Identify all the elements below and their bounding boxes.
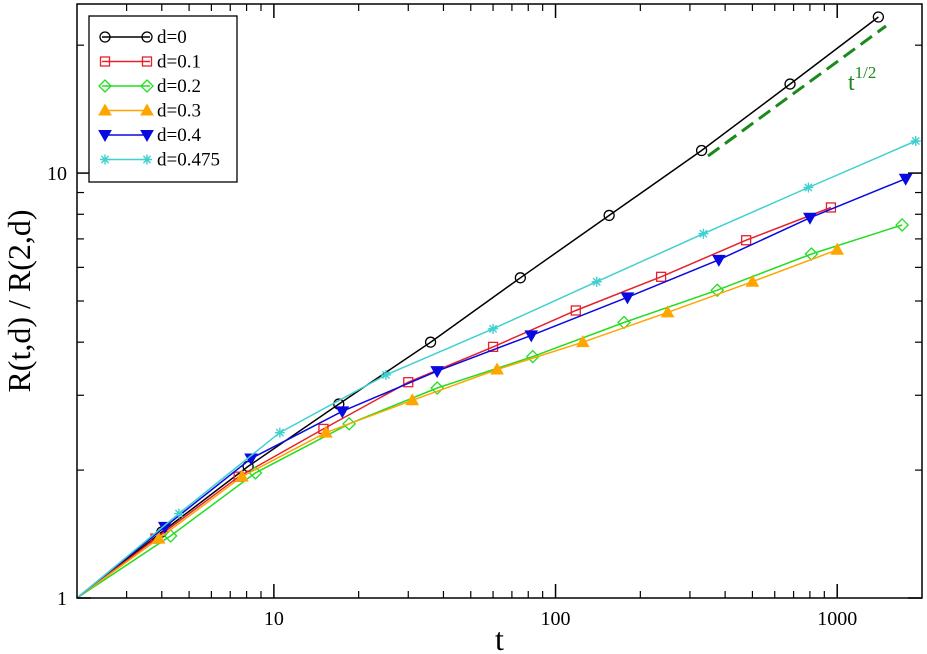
data-point <box>710 283 725 298</box>
data-point <box>603 209 615 222</box>
data-point <box>740 235 752 246</box>
slope-annotation: t1/2 <box>707 24 887 158</box>
legend-label: d=0.1 <box>157 52 201 73</box>
series-line <box>76 206 832 599</box>
data-point <box>591 276 602 287</box>
data-point <box>910 135 921 146</box>
data-point <box>620 292 635 305</box>
data-point <box>173 508 184 519</box>
y-axis-label: R(t,d) / R(2,d) <box>1 209 37 392</box>
axis-tick-labels: 10 100 1000 1 10 <box>47 163 857 630</box>
legend-label: d=0.4 <box>157 125 201 146</box>
data-point <box>487 341 499 353</box>
x-tick-label: 10 <box>264 608 284 630</box>
data-point <box>274 427 285 438</box>
data-point <box>872 11 885 23</box>
legend-marker <box>140 130 154 143</box>
data-point <box>424 336 437 348</box>
legend-marker <box>141 31 153 43</box>
legend-entry: d=0.2 <box>98 76 201 97</box>
legend-marker <box>100 154 110 165</box>
plot-area <box>76 11 921 599</box>
data-point <box>488 323 499 334</box>
data-point <box>235 469 249 482</box>
series-d=0.4 <box>76 173 913 599</box>
legend-label: d=0 <box>157 27 187 48</box>
data-point <box>430 381 445 395</box>
x-tick-label: 1000 <box>817 608 857 630</box>
legend-label: d=0.3 <box>157 101 201 122</box>
legend-marker <box>142 154 152 165</box>
data-point <box>244 453 258 466</box>
data-point <box>784 78 796 90</box>
data-point <box>525 349 540 364</box>
data-point <box>803 182 814 193</box>
x-axis-label: t <box>495 621 504 654</box>
legend-entry: d=0.3 <box>98 101 201 122</box>
y-tick-label: 10 <box>47 163 67 185</box>
data-point <box>524 330 539 343</box>
data-point <box>655 271 667 282</box>
legend-entry: d=0 <box>99 27 187 48</box>
legend-entry: d=0.1 <box>99 52 201 73</box>
series-line <box>76 178 906 599</box>
x-tick-label: 100 <box>541 608 571 630</box>
legend-marker <box>99 56 111 67</box>
legend-marker <box>140 103 154 116</box>
series-line <box>76 249 838 599</box>
legend-marker <box>140 79 154 93</box>
legend: d=0 d=0.1 d=0.2 d=0.3 d=0.4 d=0.475 <box>88 15 238 183</box>
legend-marker <box>141 56 153 67</box>
series-d=0.2 <box>76 218 910 599</box>
data-point <box>660 305 675 318</box>
data-point <box>695 144 708 157</box>
data-point <box>575 335 590 348</box>
legend-marker <box>98 130 112 143</box>
series-d=0.3 <box>76 242 845 599</box>
legend-marker <box>98 103 112 116</box>
data-point <box>803 212 817 225</box>
slope-label-base: t <box>848 70 855 96</box>
data-point <box>430 366 445 379</box>
data-point <box>335 406 350 419</box>
legend-marker <box>99 31 111 43</box>
legend-label: d=0.2 <box>157 76 201 97</box>
data-point <box>151 531 166 544</box>
slope-reference-line <box>707 24 887 158</box>
series-d=0.475 <box>76 135 921 599</box>
series-line <box>76 16 879 599</box>
legend-entry: d=0.475 <box>100 150 220 171</box>
y-tick-label: 1 <box>57 588 67 610</box>
legend-box <box>88 15 238 183</box>
data-point <box>698 228 709 239</box>
data-point <box>570 305 581 316</box>
data-point <box>711 254 726 267</box>
legend-marker <box>98 79 112 93</box>
axis-ticks <box>77 4 922 599</box>
data-point <box>898 173 913 186</box>
data-point <box>319 425 333 438</box>
data-point <box>405 393 420 406</box>
data-point <box>490 362 504 375</box>
data-point <box>380 369 391 380</box>
legend-label: d=0.475 <box>157 150 220 171</box>
data-point <box>514 272 527 284</box>
data-point <box>895 218 910 232</box>
data-point <box>745 274 760 287</box>
data-point <box>830 242 845 255</box>
series-line <box>76 224 903 599</box>
legend-entry: d=0.4 <box>98 125 201 146</box>
slope-label-exponent: 1/2 <box>855 63 877 82</box>
slope-label: t1/2 <box>848 63 876 96</box>
data-point <box>163 528 178 543</box>
